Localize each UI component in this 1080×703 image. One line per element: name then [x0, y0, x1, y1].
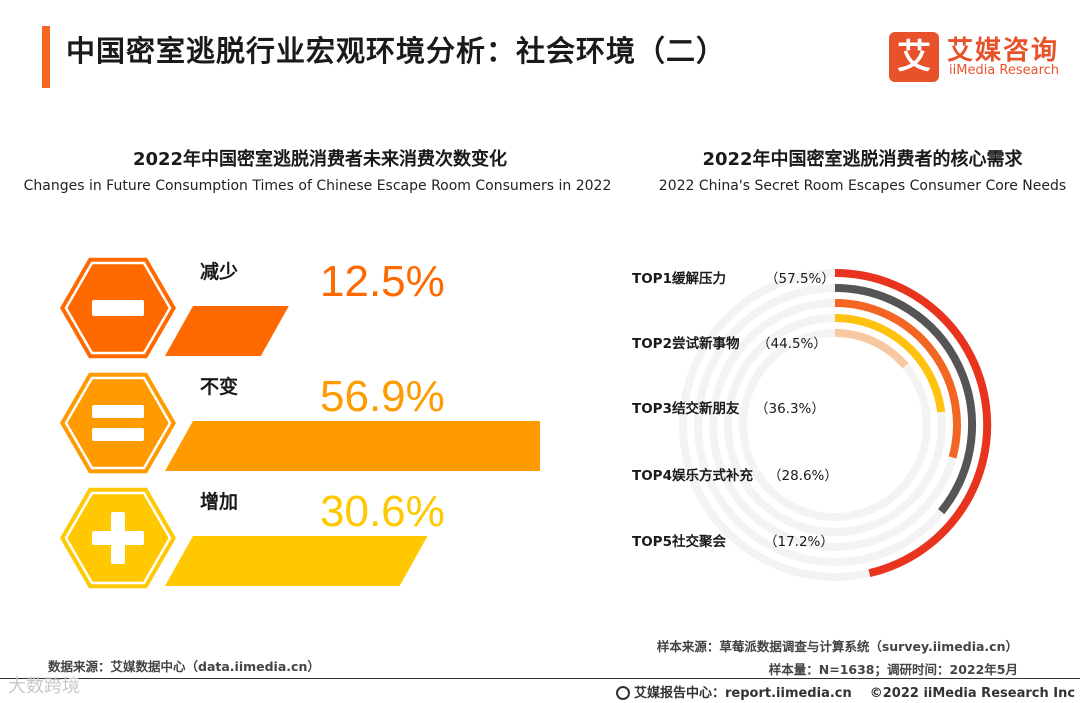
sample-size-note: 样本量：N=1638；调研时间：2022年5月	[768, 662, 1018, 677]
need-label-3: TOP3结交新朋友	[632, 401, 740, 417]
hexagon-outer	[60, 372, 176, 474]
need-value-3: （36.3%）	[755, 401, 825, 417]
copyright-text: ©2022 iiMedia Research Inc	[869, 686, 1076, 701]
footer-info: 艾媒报告中心：report.iimedia.cn ©2022 iiMedia Re…	[616, 682, 1075, 701]
logo-english-name: iiMedia Research	[949, 63, 1060, 78]
hexagon-ring	[64, 491, 172, 585]
equals-icon	[92, 405, 144, 441]
radial-bar-4	[834, 314, 946, 413]
bar-row-3: 增加 30.6%	[60, 487, 445, 589]
data-source-note: 数据来源：艾媒数据中心（data.iimedia.cn）	[48, 659, 320, 674]
report-center-link[interactable]: 艾媒报告中心：report.iimedia.cn	[634, 686, 852, 701]
need-label-1: TOP1缓解压力	[632, 271, 726, 287]
sample-source-note: 样本来源：草莓派数据调查与计算系统（survey.iimedia.cn）	[656, 639, 1018, 654]
right-chart-title: 2022年中国密室逃脱消费者的核心需求	[702, 149, 1023, 170]
bar-row-1: 减少 12.5%	[60, 257, 445, 359]
bar	[165, 536, 428, 586]
bar	[165, 421, 540, 471]
radial-bar-2	[834, 284, 977, 515]
left-chart-subtitle: Changes in Future Consumption Times of C…	[23, 178, 612, 194]
bar-row-2: 不变 56.9%	[60, 372, 540, 474]
logo-chinese-name: 艾媒咨询	[947, 36, 1060, 66]
page-title: 中国密室逃脱行业宏观环境分析：社会环境（二）	[66, 34, 727, 68]
title-accent-bar	[42, 26, 50, 88]
need-label-2: TOP2尝试新事物	[632, 336, 740, 352]
value-label: 12.5%	[320, 257, 445, 306]
hexagon-ring	[64, 261, 172, 355]
category-label: 增加	[200, 490, 238, 513]
category-label: 减少	[200, 260, 238, 283]
radial-bar-5	[834, 329, 909, 369]
need-value-1: （57.5%）	[765, 271, 835, 287]
need-label-5: TOP5社交聚会	[632, 534, 726, 550]
need-value-5: （17.2%）	[764, 534, 834, 550]
brand-logo: 艾 艾媒咨询 iiMedia Research	[889, 30, 1079, 84]
hexagon-ring	[64, 376, 172, 470]
need-label-4: TOP4娱乐方式补充	[632, 468, 753, 484]
value-label: 56.9%	[320, 372, 445, 421]
watermark-text: 大数跨境	[8, 676, 80, 697]
category-label: 不变	[200, 375, 238, 398]
footer-divider	[0, 678, 1080, 679]
bar	[165, 306, 289, 356]
radial-bar-3	[834, 299, 961, 459]
consumption-change-chart: 减少 12.5% 不变 56.9% 增加 30.6%	[60, 257, 540, 589]
right-chart-subtitle: 2022 China's Secret Room Escapes Consume…	[658, 178, 1067, 194]
need-value-2: （44.5%）	[757, 336, 827, 352]
plus-icon	[92, 512, 144, 564]
need-value-4: （28.6%）	[768, 468, 838, 484]
logo-mark: 艾	[889, 32, 939, 82]
value-label: 30.6%	[320, 487, 445, 536]
globe-icon	[616, 686, 630, 700]
minus-icon	[92, 300, 144, 316]
left-chart-title: 2022年中国密室逃脱消费者未来消费次数变化	[132, 149, 508, 170]
radial-bar-1	[834, 269, 992, 577]
core-needs-chart	[679, 269, 992, 581]
